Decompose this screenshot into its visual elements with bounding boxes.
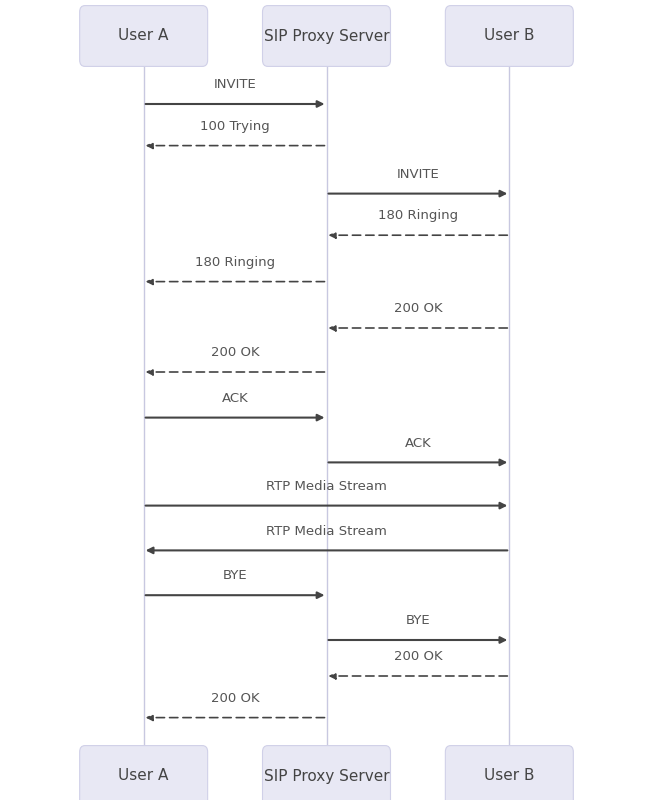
Text: SIP Proxy Server: SIP Proxy Server [264, 769, 389, 783]
Text: 200 OK: 200 OK [394, 302, 442, 315]
FancyBboxPatch shape [80, 6, 208, 66]
FancyBboxPatch shape [263, 746, 390, 800]
Text: 180 Ringing: 180 Ringing [195, 256, 275, 269]
Text: RTP Media Stream: RTP Media Stream [266, 525, 387, 538]
Text: RTP Media Stream: RTP Media Stream [266, 480, 387, 493]
Text: BYE: BYE [406, 614, 430, 627]
Text: SIP Proxy Server: SIP Proxy Server [264, 29, 389, 43]
FancyBboxPatch shape [263, 6, 390, 66]
Text: ACK: ACK [405, 437, 431, 450]
Text: 200 OK: 200 OK [394, 650, 442, 663]
FancyBboxPatch shape [80, 746, 208, 800]
FancyBboxPatch shape [445, 6, 573, 66]
Text: ACK: ACK [222, 392, 248, 405]
FancyBboxPatch shape [445, 746, 573, 800]
Text: BYE: BYE [223, 570, 247, 582]
Text: User B: User B [484, 29, 535, 43]
Text: User B: User B [484, 769, 535, 783]
Text: User A: User A [118, 769, 169, 783]
Text: 200 OK: 200 OK [211, 692, 259, 705]
Text: User A: User A [118, 29, 169, 43]
Text: 100 Trying: 100 Trying [200, 120, 270, 133]
Text: 200 OK: 200 OK [211, 346, 259, 359]
Text: 180 Ringing: 180 Ringing [378, 210, 458, 222]
Text: INVITE: INVITE [214, 78, 257, 91]
Text: INVITE: INVITE [396, 168, 439, 181]
